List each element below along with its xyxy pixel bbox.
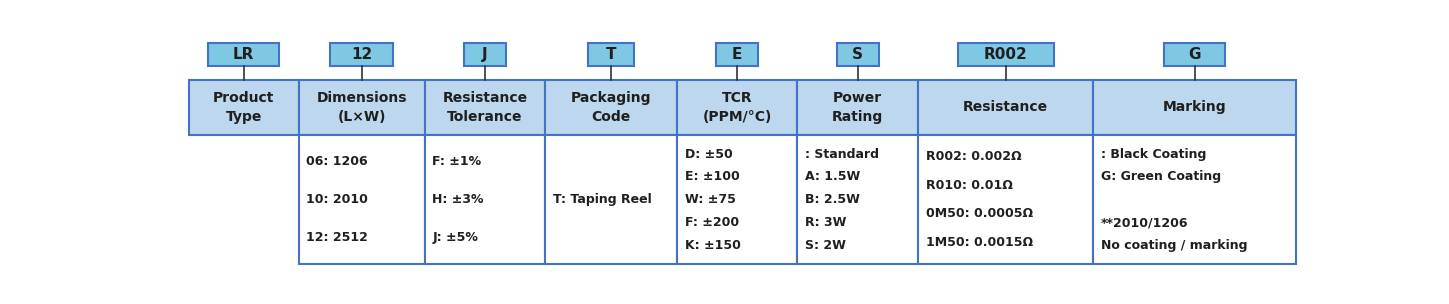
Bar [677,135,797,264]
Text: 06: 1206: 06: 1206 [306,155,368,168]
Bar [209,43,280,66]
Text: **2010/1206: **2010/1206 [1101,216,1188,229]
Text: T: T [606,47,616,62]
Text: B: 2.5W: B: 2.5W [806,193,861,206]
Bar [330,43,393,66]
Text: F: ±200: F: ±200 [684,216,739,229]
Bar [797,135,919,264]
Bar [188,80,298,135]
Bar [464,43,506,66]
Bar [919,80,1094,135]
Bar [425,80,545,135]
Text: : Standard: : Standard [806,148,880,161]
Bar [545,80,677,135]
Text: Dimensions
(L×W): Dimensions (L×W) [316,91,407,123]
Bar [298,80,425,135]
Text: A: 1.5W: A: 1.5W [806,171,861,183]
Bar [797,80,919,135]
Bar [716,43,758,66]
Text: 10: 2010: 10: 2010 [306,193,368,206]
Bar [1094,80,1297,135]
Bar [677,80,797,135]
Text: : Black Coating: : Black Coating [1101,148,1207,161]
Text: R002: R002 [984,47,1027,62]
Text: T: Taping Reel: T: Taping Reel [554,193,652,206]
Text: Marking: Marking [1164,100,1227,114]
Text: R002: 0.002Ω: R002: 0.002Ω [926,150,1022,164]
Text: G: Green Coating: G: Green Coating [1101,171,1222,183]
Text: S: 2W: S: 2W [806,239,846,252]
Text: Product
Type: Product Type [213,91,274,123]
Text: H: ±3%: H: ±3% [432,193,484,206]
Text: 1M50: 0.0015Ω: 1M50: 0.0015Ω [926,236,1033,249]
Text: J: ±5%: J: ±5% [432,231,478,244]
Text: 0M50: 0.0005Ω: 0M50: 0.0005Ω [926,207,1033,220]
Bar [425,135,545,264]
Text: K: ±150: K: ±150 [684,239,740,252]
Text: Power
Rating: Power Rating [832,91,884,123]
Text: 12: 12 [351,47,372,62]
Text: LR: LR [233,47,255,62]
Text: E: E [732,47,742,62]
Text: D: ±50: D: ±50 [684,148,732,161]
Text: E: ±100: E: ±100 [684,171,739,183]
Text: No coating / marking: No coating / marking [1101,239,1248,252]
Text: G: G [1188,47,1201,62]
Bar [588,43,635,66]
Text: 12: 2512: 12: 2512 [306,231,368,244]
Text: W: ±75: W: ±75 [684,193,736,206]
Bar [919,135,1094,264]
Text: F: ±1%: F: ±1% [432,155,481,168]
Text: J: J [483,47,488,62]
Bar [298,135,425,264]
Text: R010: 0.01Ω: R010: 0.01Ω [926,179,1013,192]
Text: TCR
(PPM/°C): TCR (PPM/°C) [703,91,772,123]
Bar [958,43,1053,66]
Bar [1165,43,1226,66]
Text: S: S [852,47,864,62]
Bar [545,135,677,264]
Bar [836,43,880,66]
Bar [1094,135,1297,264]
Text: Resistance
Tolerance: Resistance Tolerance [442,91,527,123]
Text: Packaging
Code: Packaging Code [571,91,651,123]
Text: R: 3W: R: 3W [806,216,846,229]
Text: Resistance: Resistance [964,100,1048,114]
